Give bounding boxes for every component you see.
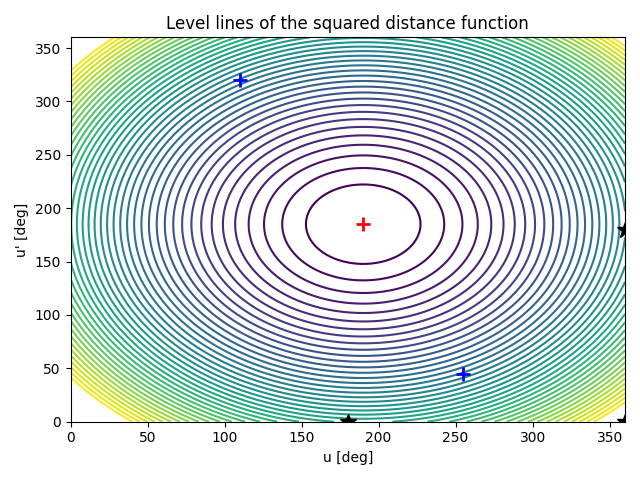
X-axis label: u [deg]: u [deg] <box>323 451 373 465</box>
Title: Level lines of the squared distance function: Level lines of the squared distance func… <box>166 15 529 33</box>
Y-axis label: u' [deg]: u' [deg] <box>15 203 29 257</box>
